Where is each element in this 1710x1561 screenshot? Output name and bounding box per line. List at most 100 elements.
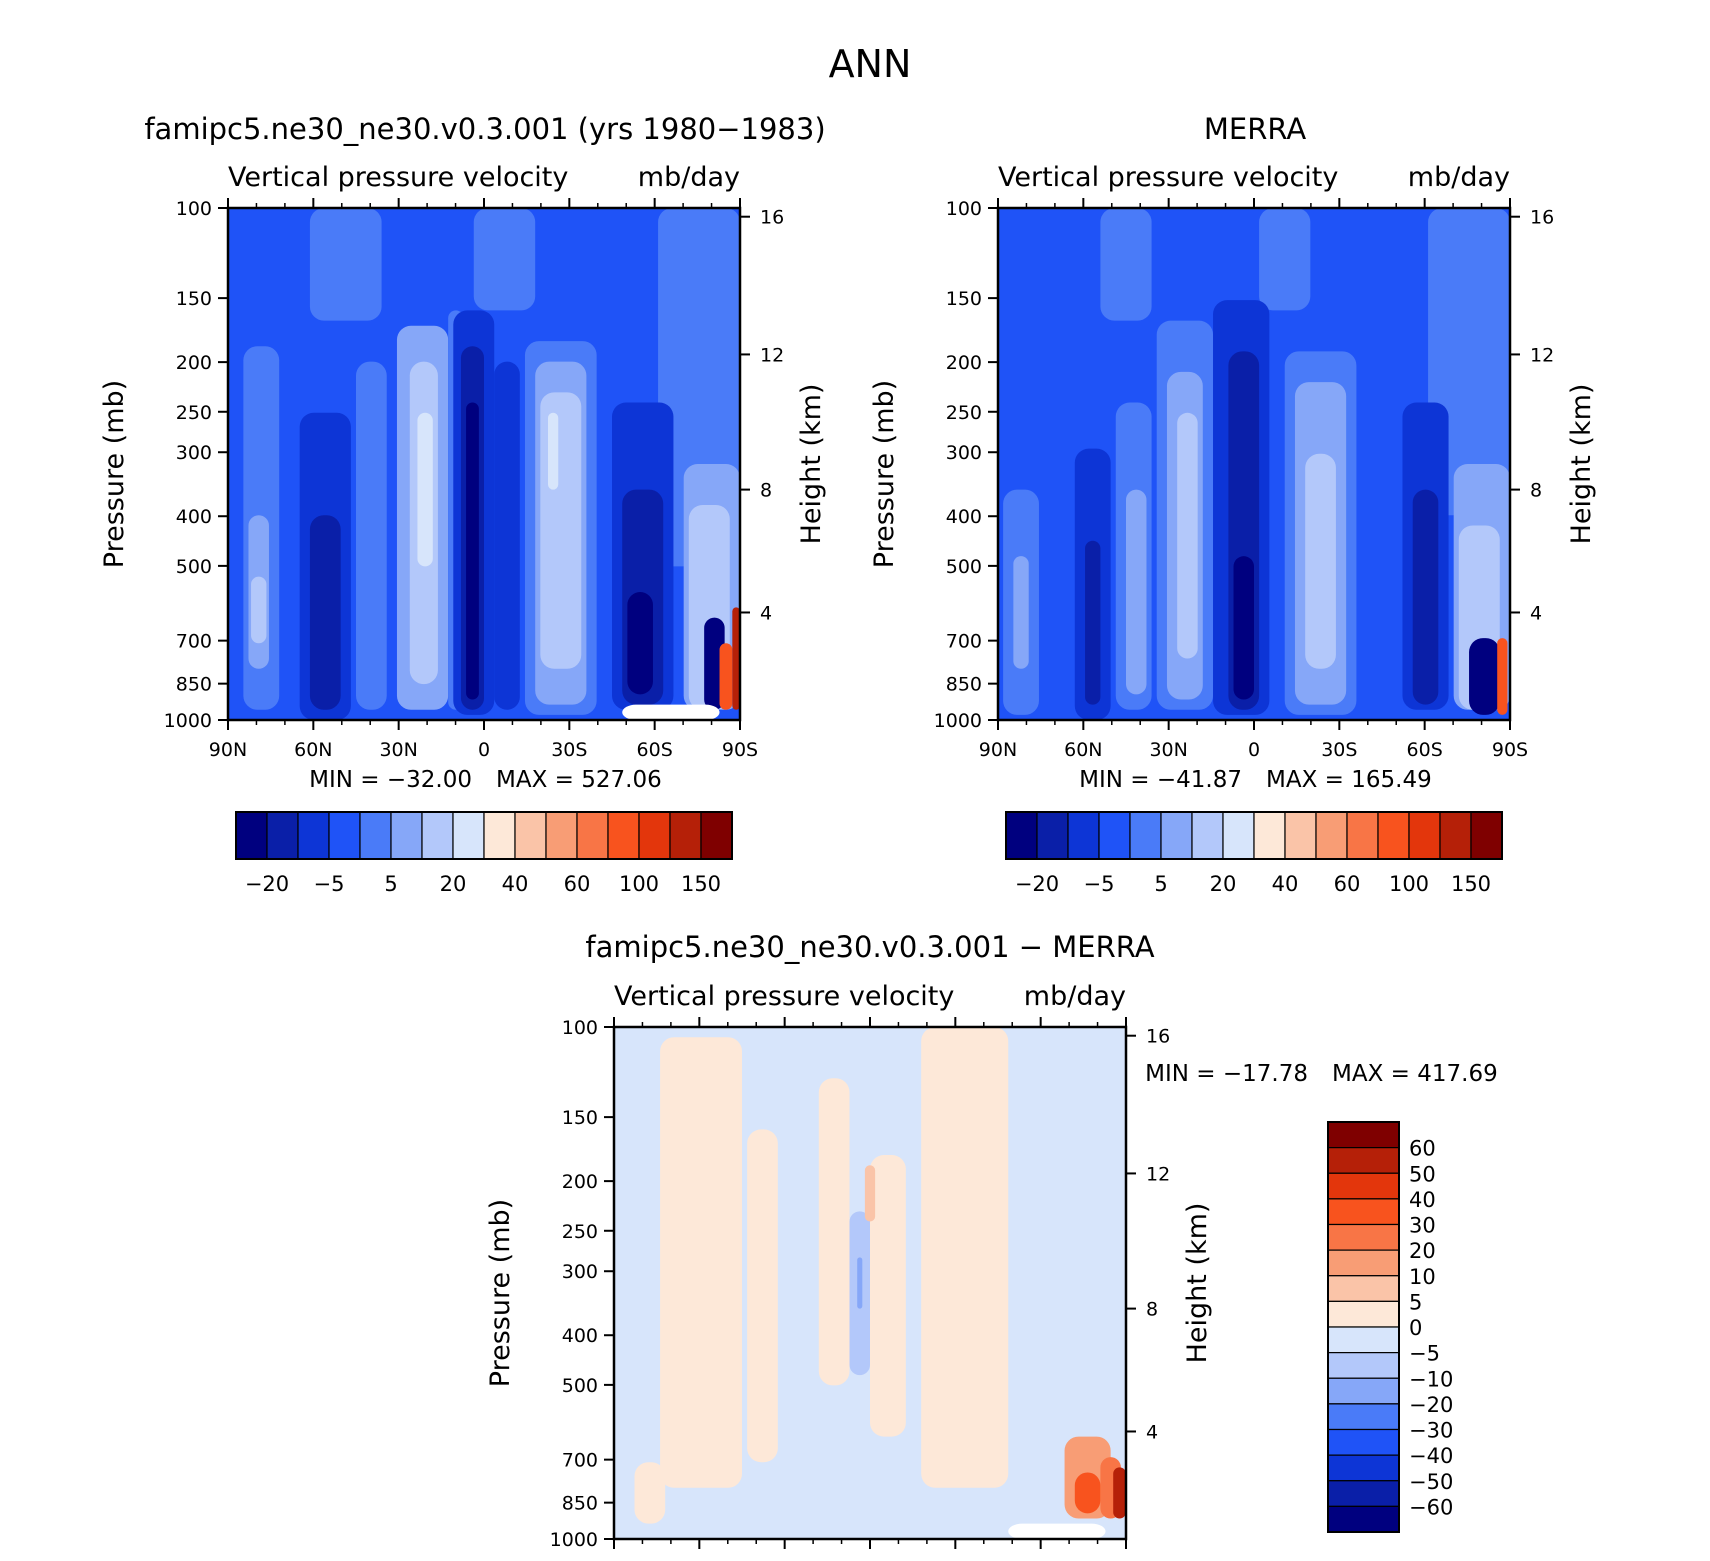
y-tick-label: 850 <box>946 674 982 696</box>
colorbar-label: 5 <box>1154 872 1167 896</box>
y-tick-label: 150 <box>562 1107 598 1129</box>
x-tick-label: 60S <box>1023 1558 1059 1561</box>
colorbar-swatch <box>514 811 547 860</box>
colorbar-frame <box>235 811 733 860</box>
colorbar-swatch <box>669 811 702 860</box>
contour-region <box>1013 556 1029 669</box>
contour-region <box>864 1165 876 1222</box>
y-tick-label: 100 <box>562 1017 598 1039</box>
y-tick-label: 700 <box>562 1450 598 1472</box>
colorbar-swatch <box>576 811 609 860</box>
panel-subtitle: Vertical pressure velocity <box>614 981 954 1012</box>
contour-region <box>1233 556 1254 700</box>
max-label: MAX = 165.49 <box>1266 767 1432 793</box>
colorbar: −20 −5 5 20 40 60 100 150 <box>235 811 733 896</box>
contour-region <box>660 1037 742 1488</box>
colorbar-label: 0 <box>1409 1316 1422 1340</box>
height-tick-label: 12 <box>760 344 784 366</box>
colorbar-swatch <box>1327 1352 1400 1379</box>
colorbar-swatch <box>1253 811 1286 860</box>
colorbar-label: −5 <box>314 872 345 896</box>
height-tick-label: 8 <box>1530 480 1542 502</box>
colorbar-swatch <box>1284 811 1317 860</box>
colorbar-swatch <box>1327 1403 1400 1431</box>
height-axis-label: Height (km) <box>1566 384 1597 545</box>
colorbar-label: 40 <box>502 872 529 896</box>
colorbar-label: −5 <box>1084 872 1115 896</box>
y-tick-label: 500 <box>946 556 982 578</box>
y-tick-label: 850 <box>176 674 212 696</box>
min-label: MIN = −17.78 <box>1145 1061 1308 1087</box>
colorbar-swatch <box>390 811 423 860</box>
colorbar-label: 10 <box>1409 1265 1436 1289</box>
colorbar-label: −20 <box>1409 1393 1453 1417</box>
figure-title: ANN <box>829 42 912 86</box>
height-tick-label: 16 <box>1146 1026 1170 1048</box>
contour-field <box>614 1027 1126 1539</box>
x-tick-label: 90N <box>979 739 1017 761</box>
colorbar-swatch <box>1439 811 1472 860</box>
y-tick-label: 700 <box>176 631 212 653</box>
contour-region <box>356 361 387 710</box>
y-tick-label: 300 <box>562 1261 598 1283</box>
contour-region <box>1085 540 1101 705</box>
y-tick-label: 300 <box>176 442 212 464</box>
colorbar-swatch <box>1098 811 1131 860</box>
y-tick-label: 150 <box>176 288 212 310</box>
x-tick-label: 60S <box>637 739 673 761</box>
contour-region <box>1100 208 1152 321</box>
y-axis-label: Pressure (mb) <box>485 1199 516 1387</box>
y-tick-label: 200 <box>176 352 212 374</box>
colorbar-swatch <box>1315 811 1348 860</box>
colorbar-frame <box>1327 1121 1400 1533</box>
panel-units: mb/day <box>1408 162 1510 193</box>
y-tick-label: 700 <box>946 631 982 653</box>
colorbar-swatch <box>700 811 733 860</box>
y-tick-label: 400 <box>562 1325 598 1347</box>
height-axis-label: Height (km) <box>1182 1203 1213 1364</box>
colorbar-swatch <box>483 811 516 860</box>
panel-model: famipc5.ne30_ne30.v0.3.001 (yrs 1980−198… <box>99 112 827 896</box>
panel-diff: famipc5.ne30_ne30.v0.3.001 − MERRA Vertic… <box>485 930 1498 1561</box>
contour-region <box>1305 453 1336 669</box>
y-tick-label: 200 <box>946 352 982 374</box>
x-tick-label: 30S <box>551 739 587 761</box>
colorbar-swatch <box>235 811 268 860</box>
x-tick-label: 30S <box>937 1558 973 1561</box>
colorbar-swatch <box>1327 1172 1400 1200</box>
contour-region <box>627 592 653 695</box>
colorbar-swatch <box>1327 1300 1400 1328</box>
colorbar-swatch <box>1327 1121 1400 1149</box>
x-tick-label: 60N <box>1064 739 1102 761</box>
contour-region <box>540 392 582 669</box>
colorbar-label: −40 <box>1409 1444 1453 1468</box>
colorbar-label: 5 <box>1409 1290 1422 1314</box>
y-tick-label: 250 <box>176 402 212 424</box>
max-label: MAX = 527.06 <box>496 767 662 793</box>
y-tick-label: 1000 <box>934 710 982 732</box>
x-tick-label: 90N <box>595 1558 633 1561</box>
contour-region <box>473 208 536 311</box>
height-axis-label: Height (km) <box>796 384 827 545</box>
contour-region <box>1126 489 1147 695</box>
colorbar-swatch <box>1327 1505 1400 1533</box>
x-tick-label: 90S <box>1108 1558 1144 1561</box>
colorbar-swatch <box>638 811 671 860</box>
contour-region <box>704 617 725 710</box>
colorbar-swatch <box>452 811 485 860</box>
contour-region <box>936 1129 993 1335</box>
height-tick-label: 4 <box>1146 1421 1158 1443</box>
contour-region <box>1113 1467 1126 1519</box>
contour-region <box>622 704 720 720</box>
height-tick-label: 16 <box>1530 207 1554 229</box>
colorbar-swatch <box>1327 1249 1400 1277</box>
colorbar-swatch <box>1408 811 1441 860</box>
y-tick-label: 500 <box>562 1375 598 1397</box>
colorbar-label: −50 <box>1409 1470 1453 1494</box>
colorbar-swatch <box>297 811 330 860</box>
x-tick-label: 90S <box>722 739 758 761</box>
colorbar-swatch <box>1129 811 1162 860</box>
panel-obs: MERRA Vertical pressure velocity mb/day 90N… <box>869 112 1597 896</box>
